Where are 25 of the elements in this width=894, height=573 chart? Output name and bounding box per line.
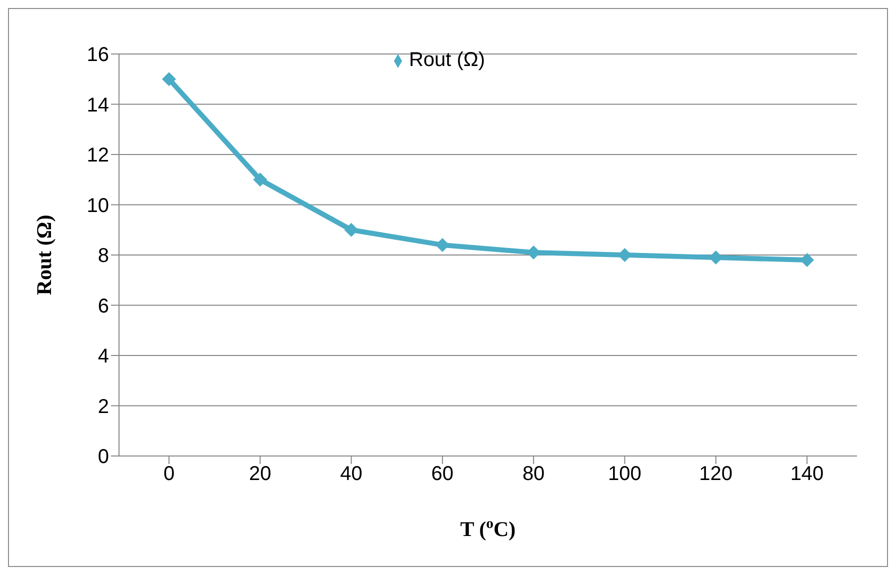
point (162, 72, 176, 86)
x-tick-label: 40 (340, 463, 362, 486)
legend-label: Rout (Ω) (408, 49, 486, 71)
y-tick-label: 10 (86, 194, 109, 217)
y-axis-title: Rout (Ω) (32, 214, 56, 296)
y-tick-label: 0 (98, 446, 109, 468)
x-tick-label: 140 (790, 463, 824, 486)
x-tick-label: 80 (522, 463, 545, 486)
point (253, 172, 268, 187)
point (435, 238, 450, 252)
x-tick-label: 20 (249, 463, 272, 486)
y-tick-label: 14 (86, 94, 109, 116)
y-tick-label: 8 (98, 245, 109, 268)
y-tick-label: 6 (98, 295, 109, 318)
x-tick-label: 60 (431, 463, 454, 486)
x-tick-label: 120 (699, 463, 733, 486)
point (800, 253, 814, 268)
y-tick-label: 4 (98, 346, 109, 368)
x-axis-title: T ($^{o}$C) (460, 516, 516, 541)
x-tick-label: 0 (163, 463, 175, 486)
x-tick-label: 100 (608, 463, 642, 486)
y-tick-label: 2 (98, 396, 109, 418)
point (344, 222, 358, 237)
y-tick-label: 16 (86, 44, 109, 66)
y-tick-label: 12 (86, 144, 109, 167)
